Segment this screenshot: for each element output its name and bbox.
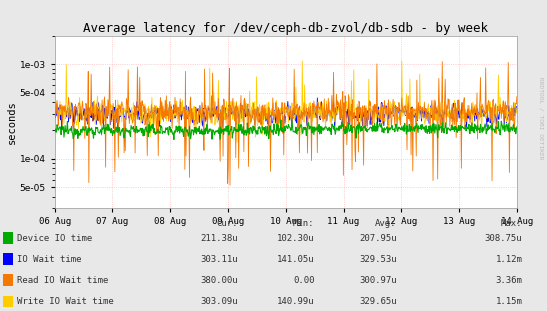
Text: 329.53u: 329.53u — [359, 255, 397, 264]
Text: Cur:: Cur: — [217, 219, 238, 228]
Text: 329.65u: 329.65u — [359, 297, 397, 306]
Title: Average latency for /dev/ceph-db-zvol/db-sdb - by week: Average latency for /dev/ceph-db-zvol/db… — [83, 21, 488, 35]
Text: 211.38u: 211.38u — [200, 234, 238, 243]
Text: 102.30u: 102.30u — [277, 234, 315, 243]
Text: 303.11u: 303.11u — [200, 255, 238, 264]
Text: Read IO Wait time: Read IO Wait time — [17, 276, 108, 285]
Text: Min:: Min: — [293, 219, 315, 228]
Text: 380.00u: 380.00u — [200, 276, 238, 285]
Text: 207.95u: 207.95u — [359, 234, 397, 243]
Text: 141.05u: 141.05u — [277, 255, 315, 264]
Text: Avg:: Avg: — [375, 219, 397, 228]
Text: 1.15m: 1.15m — [496, 297, 522, 306]
Text: 300.97u: 300.97u — [359, 276, 397, 285]
Text: Write IO Wait time: Write IO Wait time — [17, 297, 114, 306]
Text: Max:: Max: — [501, 219, 522, 228]
Text: RRDTOOL / TOBI OETIKER: RRDTOOL / TOBI OETIKER — [538, 77, 543, 160]
Y-axis label: seconds: seconds — [7, 100, 17, 144]
Text: 1.12m: 1.12m — [496, 255, 522, 264]
Text: 3.36m: 3.36m — [496, 276, 522, 285]
Text: 303.09u: 303.09u — [200, 297, 238, 306]
Text: IO Wait time: IO Wait time — [17, 255, 82, 264]
Text: Device IO time: Device IO time — [17, 234, 92, 243]
Text: 308.75u: 308.75u — [485, 234, 522, 243]
Text: 0.00: 0.00 — [293, 276, 315, 285]
Text: 140.99u: 140.99u — [277, 297, 315, 306]
